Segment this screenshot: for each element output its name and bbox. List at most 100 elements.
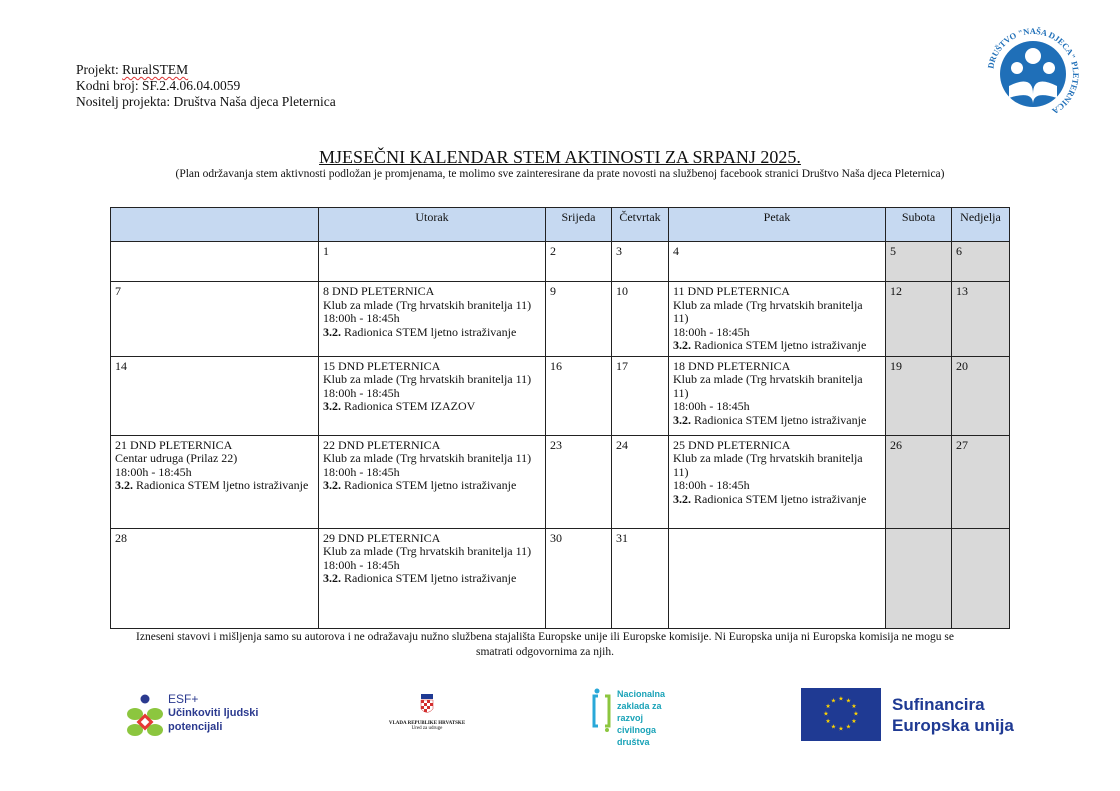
sponsor-logos: ESF+ Učinkoviti ljudski potencijali VLAD… xyxy=(0,684,1120,754)
day-title: 2 xyxy=(550,244,556,258)
dnd-pleternica-logo: DRUŠTVO "NAŠA DJECA" PLETERNICA xyxy=(985,26,1081,117)
activity-number: 3.2. xyxy=(323,324,341,339)
day-cell: 16 xyxy=(545,355,612,436)
week-row: 14 15 DND PLETERNICA Klub za mlade (Trg hr… xyxy=(110,355,1010,436)
day-title: 20 xyxy=(956,358,968,373)
eu-line1: Sufinancira xyxy=(892,695,985,714)
activity-name: Radionica STEM IZAZOV xyxy=(341,399,476,413)
day-title: 1 xyxy=(323,244,329,258)
calendar-table: Utorak Srijeda Četvrtak Petak Subota Nedjelja… xyxy=(110,207,1010,629)
day-cell: 31 xyxy=(611,527,669,629)
day-cell: 27 xyxy=(951,434,1010,529)
government-logo: VLADA REPUBLIKE HRVATSKE Ured za udruge xyxy=(384,694,470,731)
day-cell: 17 xyxy=(611,355,669,436)
day-title: 9 xyxy=(550,284,556,298)
project-label: Projekt: xyxy=(76,62,123,77)
esf-logo: ESF+ Učinkoviti ljudski potencijali xyxy=(126,692,276,742)
header-cell xyxy=(110,207,319,242)
header-row: Utorak Srijeda Četvrtak Petak Subota Nedjelja xyxy=(110,207,1010,242)
nz-line: civilnoga xyxy=(617,725,657,735)
day-cell xyxy=(951,527,1010,629)
event-location: Klub za mlade (Trg hrvatskih branitelja … xyxy=(673,372,863,400)
eu-star: ★ xyxy=(825,703,830,710)
eu-star: ★ xyxy=(831,723,836,730)
day-cell: 4 xyxy=(668,241,886,282)
day-title: 3 xyxy=(616,244,622,258)
eu-star: ★ xyxy=(846,698,851,705)
day-cell: 13 xyxy=(951,281,1010,357)
activity-name: Radionica STEM ljetno istraživanje xyxy=(341,571,517,585)
activity-name: Radionica STEM ljetno istraživanje xyxy=(341,324,517,339)
page-subtitle: (Plan održavanja stem aktivnosti podloža… xyxy=(175,168,945,180)
day-title: 19 xyxy=(890,358,902,373)
day-cell xyxy=(110,241,319,282)
week-row: 21 DND PLETERNICA Centar udruga (Prilaz 2… xyxy=(110,434,1010,529)
day-title: 25 DND PLETERNICA xyxy=(673,437,791,452)
header-cell: Srijeda xyxy=(545,207,612,242)
day-cell: 10 xyxy=(611,281,669,357)
week-row: 1 2 3 4 5 6 xyxy=(110,241,1010,282)
event-time: 18:00h - 18:45h xyxy=(323,464,400,479)
activity-name: Radionica STEM ljetno istraživanje xyxy=(691,412,867,427)
project-info: Projekt: RuralSTEM Kodni broj: SF.2.4.06… xyxy=(76,62,336,110)
day-cell: 18 DND PLETERNICA Klub za mlade (Trg hrva… xyxy=(668,355,886,436)
day-title: 13 xyxy=(956,284,968,298)
day-title: 22 DND PLETERNICA xyxy=(323,437,441,452)
esf-line2: potencijali xyxy=(168,721,223,733)
day-cell: 21 DND PLETERNICA Centar udruga (Prilaz 2… xyxy=(110,434,319,529)
day-title: 23 xyxy=(550,437,562,452)
day-cell: 28 xyxy=(110,527,319,629)
day-title: 29 DND PLETERNICA xyxy=(323,530,441,545)
day-title: 30 xyxy=(550,530,562,545)
day-cell: 1 xyxy=(318,241,546,282)
activity-name: Radionica STEM ljetno istraživanje xyxy=(691,491,867,506)
eu-star: ★ xyxy=(846,723,851,730)
day-cell: 15 DND PLETERNICA Klub za mlade (Trg hrva… xyxy=(318,355,546,436)
day-title: 8 DND PLETERNICA xyxy=(323,284,435,298)
eu-star: ★ xyxy=(851,703,856,710)
project-name: RuralSTEM xyxy=(122,62,189,77)
esf-flower-icon xyxy=(127,694,163,736)
eu-star: ★ xyxy=(838,696,843,703)
eu-star: ★ xyxy=(838,726,843,733)
day-title: 28 xyxy=(115,530,127,545)
day-cell: 30 xyxy=(545,527,612,629)
activity-number: 3.2. xyxy=(673,491,691,506)
eu-star: ★ xyxy=(823,711,828,718)
bracket-icon xyxy=(592,688,611,732)
activity-name: Radionica STEM ljetno istraživanje xyxy=(691,338,867,352)
day-title: 27 xyxy=(956,437,968,452)
activity-number: 3.2. xyxy=(673,338,691,352)
day-cell: 29 DND PLETERNICA Klub za mlade (Trg hrva… xyxy=(318,527,546,629)
activity-number: 3.2. xyxy=(115,478,133,492)
eu-star: ★ xyxy=(853,711,858,718)
activity-name: Radionica STEM ljetno istraživanje xyxy=(133,478,309,492)
day-cell: 2 xyxy=(545,241,612,282)
eu-logo: ★ ★ ★ ★ ★ ★ ★ ★ ★ ★ ★ ★ Sufinancira Europska unija xyxy=(801,688,1031,742)
day-cell: 14 xyxy=(110,355,319,436)
day-title: 14 xyxy=(115,358,127,373)
event-location: Centar udruga (Prilaz 22) xyxy=(115,451,238,465)
header-cell: Četvrtak xyxy=(611,207,669,242)
day-cell: 22 DND PLETERNICA Klub za mlade (Trg hrva… xyxy=(318,434,546,529)
project-code: Kodni broj: SF.2.4.06.04.0059 xyxy=(76,78,241,93)
day-title: 7 xyxy=(115,284,121,298)
event-time: 18:00h - 18:45h xyxy=(323,385,400,400)
header-cell: Nedjelja xyxy=(951,207,1010,242)
day-title: 11 DND PLETERNICA xyxy=(673,284,790,298)
activity-number: 3.2. xyxy=(323,571,341,585)
day-title: 31 xyxy=(616,530,628,545)
day-cell: 9 xyxy=(545,281,612,357)
esf-line1: Učinkoviti ljudski xyxy=(168,707,259,719)
day-title: 26 xyxy=(890,437,902,452)
event-location: Klub za mlade (Trg hrvatskih branitelja … xyxy=(323,372,532,386)
day-cell: 19 xyxy=(885,355,952,436)
event-location: Klub za mlade (Trg hrvatskih branitelja … xyxy=(323,451,532,465)
header-cell: Subota xyxy=(885,207,952,242)
day-cell: 6 xyxy=(951,241,1010,282)
page-title: MJESEČNI KALENDAR STEM AKTINOSTI ZA SRPA… xyxy=(319,147,801,167)
event-time: 18:00h - 18:45h xyxy=(323,557,400,572)
event-time: 18:00h - 18:45h xyxy=(323,311,400,325)
day-cell: 5 xyxy=(885,241,952,282)
